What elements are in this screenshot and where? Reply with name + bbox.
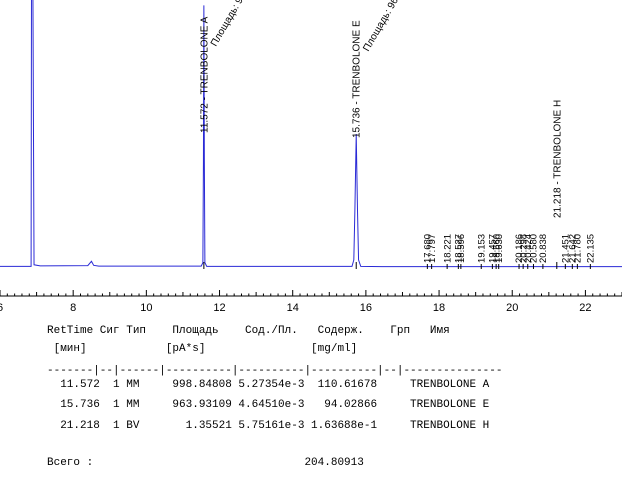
- x-tick-label: 8: [70, 302, 76, 314]
- peak-time-label: 20.298: [518, 234, 529, 263]
- peak-time-label: 18.527: [454, 234, 465, 263]
- x-tick-label: 10: [140, 302, 152, 314]
- x-tick-label: 14: [287, 302, 299, 314]
- peak-time-label: 20.580: [529, 234, 540, 263]
- report-row-trenbolone-h: 21.218 1 BV 1.35521 5.75161e-3 1.63688e-…: [47, 420, 490, 432]
- peak-time-label: 22.135: [586, 234, 597, 263]
- peak-time-label: 19.153: [476, 234, 487, 263]
- report-separator: -------|--|------|----------|----------|…: [47, 365, 503, 377]
- peak-time-label: 20.186: [514, 234, 525, 263]
- peak-time-label: 19.630: [494, 234, 505, 263]
- peak-area-label: Площадь: 998.848: [209, 0, 261, 49]
- chromatogram-plot: 6810121416182022 11.572 - TRENBOLONE AПл…: [0, 0, 622, 314]
- peak-time-label: 17.680: [423, 234, 434, 263]
- report-row-trenbolone-e: 15.736 1 MM 963.93109 4.64510e-3 94.0286…: [47, 399, 490, 411]
- report-units-row: [мин] [pA*s] [mg/ml]: [47, 343, 358, 355]
- peak-time-label: 21.451: [561, 234, 572, 263]
- x-tick-label: 16: [360, 302, 372, 314]
- integration-report: RetTime Сиг Тип Площадь Сод./Пл. Содерж.…: [0, 320, 622, 481]
- peak-time-label: 17.797: [427, 234, 438, 263]
- peak-name-label: 15.736 - TRENBOLONE E: [352, 20, 363, 138]
- x-tick-label: 18: [433, 302, 445, 314]
- x-tick-label: 22: [579, 302, 591, 314]
- x-tick-label: 20: [506, 302, 518, 314]
- peak-time-label: 20.424: [523, 234, 534, 263]
- peak-name-label: 11.572 - TRENBOLONE A: [199, 16, 210, 133]
- signal-trace: [0, 0, 622, 268]
- peak-time-label: 18.221: [442, 234, 453, 263]
- peak-area-label: Площадь: 963.931: [361, 0, 413, 54]
- peak-name-label: 21.218 - TRENBOLONE H: [552, 100, 563, 218]
- report-header-row: RetTime Сиг Тип Площадь Сод./Пл. Содерж.…: [47, 325, 450, 337]
- peak-time-label: 19.560: [491, 234, 502, 263]
- x-tick-label: 12: [213, 302, 225, 314]
- peak-time-label: 18.596: [456, 234, 467, 263]
- chromatogram: 6810121416182022 11.572 - TRENBOLONE AПл…: [0, 0, 622, 314]
- peak-time-label: 20.838: [538, 234, 549, 263]
- x-tick-label: 6: [0, 302, 3, 314]
- peak-time-label: 21.780: [573, 234, 584, 263]
- report-row-trenbolone-a: 11.572 1 MM 998.84808 5.27354e-3 110.616…: [47, 379, 490, 391]
- peak-time-label: 21.642: [568, 234, 579, 263]
- peak-time-label: 19.457: [488, 234, 499, 263]
- report-total: Всего : 204.80913: [47, 457, 364, 469]
